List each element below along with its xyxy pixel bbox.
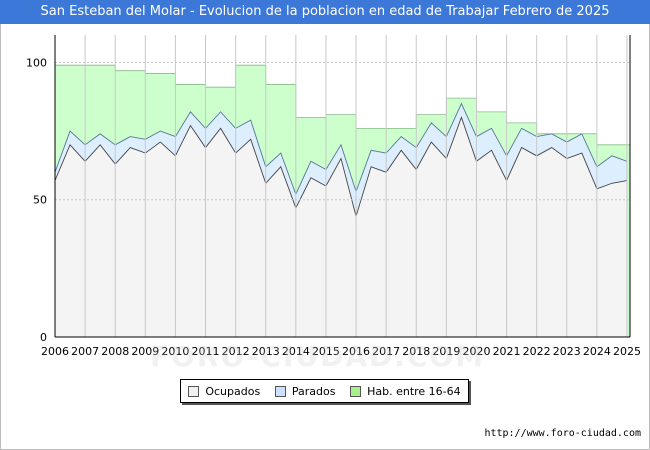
legend-item-parados: Parados (274, 384, 336, 398)
y-tick-label: 50 (33, 194, 47, 207)
x-tick-label: 2011 (192, 345, 220, 358)
x-tick-label: 2010 (161, 345, 189, 358)
legend-label-ocupados: Ocupados (205, 384, 261, 398)
legend-item-ocupados: Ocupados (188, 385, 260, 398)
source-url[interactable]: http://www.foro-ciudad.com (484, 428, 641, 439)
watermark: FORO-CIUDAD.COM (150, 340, 486, 373)
x-tick-label: 2016 (342, 345, 370, 358)
legend-swatch-parados (274, 385, 286, 397)
x-tick-label: 2013 (252, 345, 280, 358)
legend-label-hab: Hab. entre 16-64 (367, 384, 461, 398)
x-tick-label: 2025 (613, 345, 641, 358)
x-tick-label: 2015 (312, 345, 340, 358)
legend: Ocupados Parados Hab. entre 16-64 (180, 379, 469, 403)
x-tick-label: 2021 (493, 345, 521, 358)
legend-swatch-hab (350, 385, 362, 397)
x-tick-label: 2008 (101, 345, 129, 358)
series-line-ocupados (54, 116, 628, 218)
x-tick-label: 2022 (523, 345, 551, 358)
x-tick-label: 2019 (432, 345, 460, 358)
x-tick-label: 2018 (402, 345, 430, 358)
x-tick-label: 2024 (583, 345, 611, 358)
x-tick-label: 2009 (131, 345, 159, 358)
series-area-ocupados (55, 117, 627, 337)
y-tick-label: 0 (40, 331, 47, 344)
series-line-parados (54, 102, 628, 196)
x-tick-label: 2014 (282, 345, 310, 358)
x-tick-label: 2017 (372, 345, 400, 358)
legend-item-hab: Hab. entre 16-64 (350, 385, 461, 398)
y-tick-label: 100 (26, 56, 47, 69)
legend-swatch-ocupados (188, 385, 200, 397)
chart-title: San Esteban del Molar - Evolucion de la … (0, 0, 650, 24)
x-tick-label: 2023 (553, 345, 581, 358)
x-tick-label: 2007 (71, 345, 99, 358)
legend-label-parados: Parados (291, 384, 336, 398)
x-tick-label: 2012 (222, 345, 250, 358)
x-tick-label: 2020 (462, 345, 490, 358)
x-tick-label: 2006 (41, 345, 69, 358)
